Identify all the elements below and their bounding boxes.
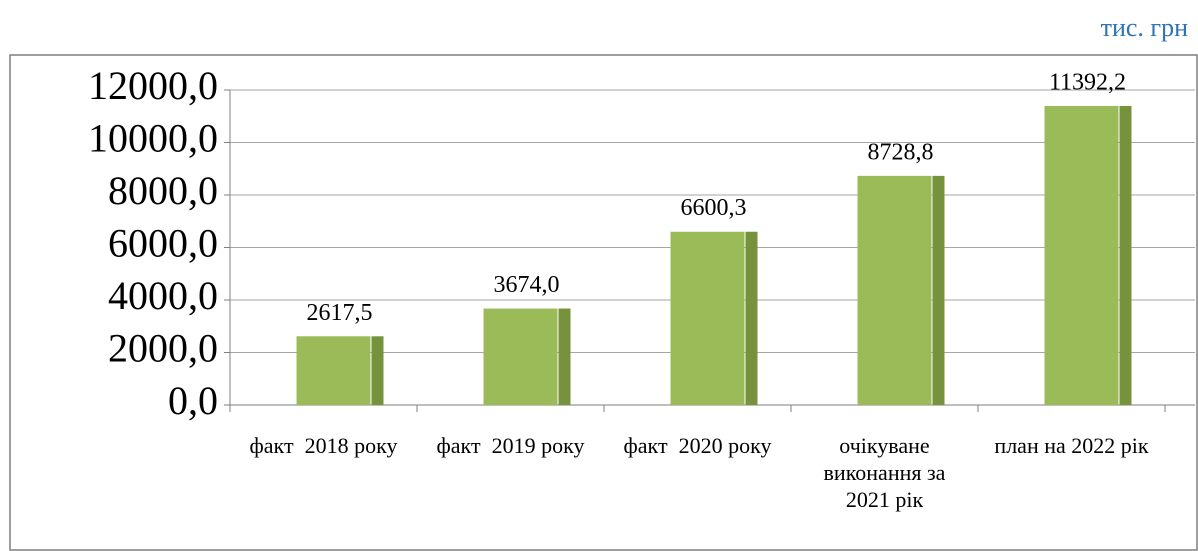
x-tick-label: факт 2020 року [623, 433, 772, 458]
y-tick-label: 8000,0 [108, 168, 218, 213]
bar [670, 231, 745, 405]
bar [296, 336, 371, 405]
x-tick-label: факт 2018 року [249, 433, 398, 458]
bar-side [371, 336, 384, 405]
unit-label: тис. грн [1101, 13, 1188, 42]
data-label: 11392,2 [1049, 69, 1126, 95]
y-tick-label: 0,0 [168, 378, 218, 423]
x-tick-label: очікуване виконання за 2021 рік [823, 433, 951, 512]
y-tick-label: 10000,0 [88, 116, 218, 161]
y-tick-label: 12000,0 [88, 63, 218, 108]
bar [1044, 105, 1119, 406]
data-label: 8728,8 [868, 139, 934, 165]
bar-side [558, 308, 571, 405]
y-tick-label: 6000,0 [108, 221, 218, 266]
chart-border [9, 54, 1198, 551]
data-label: 6600,3 [681, 195, 747, 221]
bar-side [1119, 105, 1132, 406]
bar [483, 308, 558, 405]
data-label: 3674,0 [494, 272, 560, 298]
bar-side [932, 175, 945, 405]
y-tick-label: 4000,0 [108, 273, 218, 318]
x-tick-label: план на 2022 рік [994, 433, 1149, 458]
y-tick-label: 2000,0 [108, 326, 218, 371]
bar [857, 175, 932, 405]
data-label: 2617,5 [307, 300, 373, 326]
bar-side [745, 231, 758, 405]
x-tick-label: факт 2019 року [436, 433, 585, 458]
